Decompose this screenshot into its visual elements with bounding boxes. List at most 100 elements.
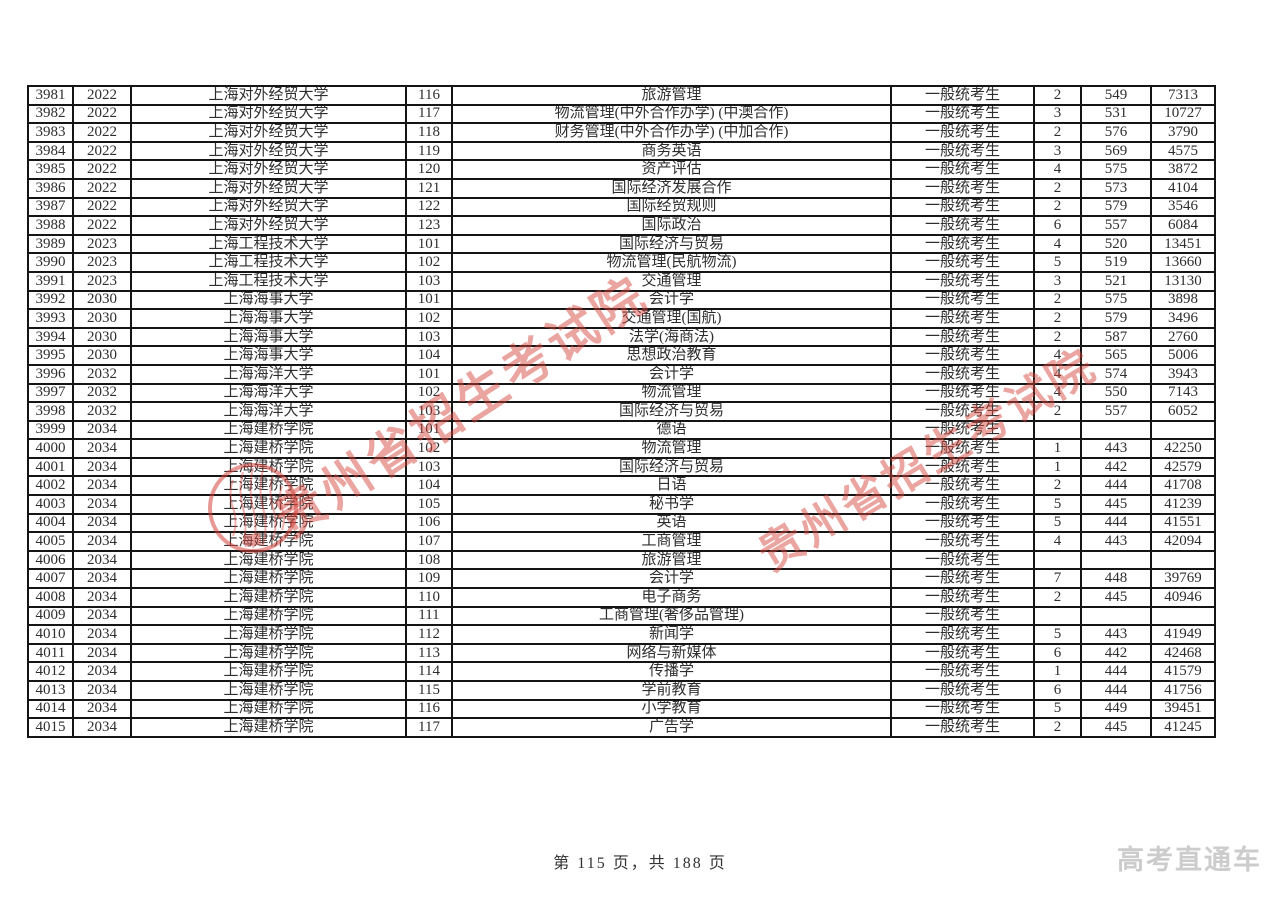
table-row: 4007 2034 上海建桥学院 109 会计学 一般统考生 7 448 39769: [27, 568, 1216, 590]
cell-candidate_type: 一般统考生: [890, 717, 1035, 738]
cell-major: 新闻学: [451, 624, 892, 645]
cell-university: 上海建桥学院: [130, 549, 407, 571]
cell-school_code: 2022: [72, 122, 132, 143]
cell-candidate_type: 一般统考生: [890, 308, 1035, 329]
cell-rank: [1150, 419, 1216, 441]
cell-candidate_type: 一般统考生: [890, 605, 1035, 627]
cell-school_code: 2022: [72, 196, 132, 218]
cell-university: 上海建桥学院: [130, 419, 407, 441]
cell-candidate_type: 一般统考生: [890, 624, 1035, 645]
cell-rank: 4575: [1150, 140, 1216, 162]
cell-plan_count: 2: [1033, 196, 1082, 218]
cell-seq: 3999: [27, 419, 74, 441]
cell-score: 444: [1080, 475, 1152, 497]
cell-major_code: 102: [405, 382, 453, 404]
cell-major: 国际经济与贸易: [451, 456, 892, 478]
cell-score: 557: [1080, 401, 1152, 422]
cell-rank: [1150, 605, 1216, 627]
table-row: 3990 2023 上海工程技术大学 102 物流管理(民航物流) 一般统考生 5 519 13…: [27, 252, 1216, 273]
cell-major: 资产评估: [451, 159, 892, 180]
cell-candidate_type: 一般统考生: [890, 438, 1035, 459]
cell-seq: 3998: [27, 401, 74, 422]
cell-school_code: 2023: [72, 233, 132, 255]
cell-plan_count: 2: [1033, 326, 1082, 348]
cell-plan_count: 4: [1033, 159, 1082, 180]
cell-rank: 5006: [1150, 345, 1216, 366]
cell-rank: 41708: [1150, 475, 1216, 497]
cell-university: 上海海洋大学: [130, 363, 407, 385]
cell-major: 广告学: [451, 717, 892, 738]
cell-university: 上海建桥学院: [130, 605, 407, 627]
table-row: 3988 2022 上海对外经贸大学 123 国际政治 一般统考生 6 557 6084: [27, 215, 1216, 236]
cell-score: 520: [1080, 233, 1152, 255]
cell-plan_count: 7: [1033, 568, 1082, 590]
cell-major: 工商管理: [451, 531, 892, 552]
cell-rank: 3872: [1150, 159, 1216, 180]
cell-university: 上海建桥学院: [130, 475, 407, 497]
table-row: 3993 2030 上海海事大学 102 交通管理(国航) 一般统考生 2 579 3496: [27, 308, 1216, 329]
cell-rank: 41239: [1150, 494, 1216, 515]
cell-plan_count: 2: [1033, 401, 1082, 422]
brand-logo-text: 高考直通车: [1117, 845, 1262, 875]
cell-major_code: 105: [405, 494, 453, 515]
cell-score: 521: [1080, 270, 1152, 292]
cell-candidate_type: 一般统考生: [890, 587, 1035, 608]
cell-score: 549: [1080, 85, 1152, 106]
cell-major: 国际经济发展合作: [451, 177, 892, 199]
table-row: 4001 2034 上海建桥学院 103 国际经济与贸易 一般统考生 1 442 42579: [27, 456, 1216, 478]
cell-rank: 3496: [1150, 308, 1216, 329]
cell-major: 国际经济与贸易: [451, 401, 892, 422]
cell-candidate_type: 一般统考生: [890, 140, 1035, 162]
cell-score: 445: [1080, 494, 1152, 515]
cell-score: 579: [1080, 308, 1152, 329]
cell-major: 交通管理: [451, 270, 892, 292]
cell-university: 上海建桥学院: [130, 698, 407, 720]
cell-major: 国际经济与贸易: [451, 233, 892, 255]
cell-major: 国际政治: [451, 215, 892, 236]
cell-seq: 3987: [27, 196, 74, 218]
table-row: 4006 2034 上海建桥学院 108 旅游管理 一般统考生: [27, 549, 1216, 571]
cell-school_code: 2030: [72, 308, 132, 329]
cell-school_code: 2034: [72, 456, 132, 478]
cell-rank: 39451: [1150, 698, 1216, 720]
table-row: 3983 2022 上海对外经贸大学 118 财务管理(中外合作办学) (中加合作) 一般…: [27, 122, 1216, 143]
cell-major_code: 119: [405, 140, 453, 162]
cell-school_code: 2032: [72, 382, 132, 404]
cell-candidate_type: 一般统考生: [890, 270, 1035, 292]
cell-plan_count: 5: [1033, 698, 1082, 720]
cell-major_code: 101: [405, 233, 453, 255]
cell-rank: 7313: [1150, 85, 1216, 106]
cell-major_code: 120: [405, 159, 453, 180]
cell-school_code: 2022: [72, 177, 132, 199]
admissions-table: 3981 2022 上海对外经贸大学 116 旅游管理 一般统考生 2 549 7313 3982…: [27, 85, 1216, 738]
table-row: 3989 2023 上海工程技术大学 101 国际经济与贸易 一般统考生 4 520 13451: [27, 233, 1216, 255]
cell-plan_count: 4: [1033, 363, 1082, 385]
cell-school_code: 2034: [72, 587, 132, 608]
cell-candidate_type: 一般统考生: [890, 456, 1035, 478]
cell-seq: 3991: [27, 270, 74, 292]
cell-school_code: 2034: [72, 568, 132, 590]
cell-school_code: 2030: [72, 289, 132, 311]
cell-major: 日语: [451, 475, 892, 497]
cell-score: 519: [1080, 252, 1152, 273]
cell-candidate_type: 一般统考生: [890, 159, 1035, 180]
cell-university: 上海海事大学: [130, 326, 407, 348]
cell-candidate_type: 一般统考生: [890, 661, 1035, 682]
cell-university: 上海工程技术大学: [130, 270, 407, 292]
cell-rank: 39769: [1150, 568, 1216, 590]
cell-rank: 13451: [1150, 233, 1216, 255]
cell-major_code: 110: [405, 587, 453, 608]
cell-university: 上海建桥学院: [130, 568, 407, 590]
cell-major_code: 109: [405, 568, 453, 590]
cell-candidate_type: 一般统考生: [890, 103, 1035, 125]
cell-score: 443: [1080, 438, 1152, 459]
cell-plan_count: [1033, 419, 1082, 441]
cell-university: 上海建桥学院: [130, 587, 407, 608]
cell-major_code: 116: [405, 85, 453, 106]
table-row: 4009 2034 上海建桥学院 111 工商管理(奢侈品管理) 一般统考生: [27, 605, 1216, 627]
cell-major: 会计学: [451, 289, 892, 311]
cell-plan_count: 1: [1033, 661, 1082, 682]
cell-school_code: 2030: [72, 345, 132, 366]
cell-score: 448: [1080, 568, 1152, 590]
cell-candidate_type: 一般统考生: [890, 568, 1035, 590]
